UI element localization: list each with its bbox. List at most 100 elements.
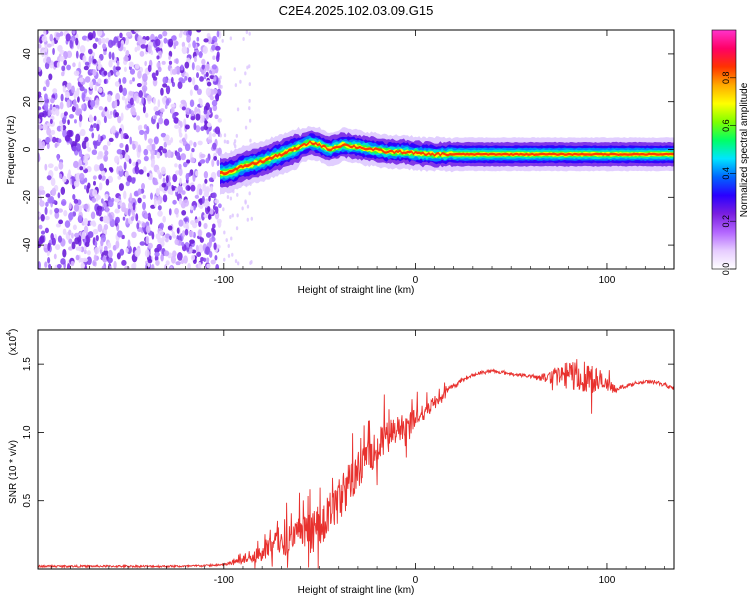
colorbar-tick-label: 0.4 [721, 167, 731, 180]
spectrogram-noise-speck [126, 104, 132, 109]
spectrogram-noise-speck [107, 249, 113, 258]
spectrogram-noise-speck [42, 57, 48, 64]
colorbar-frame [711, 29, 737, 270]
spectrogram-noise-speck [184, 143, 191, 152]
spectrogram-noise-speck [87, 99, 92, 109]
spectrogram-noise-speck [144, 212, 149, 220]
spectrogram-noise-speck [214, 45, 221, 51]
spectrogram-noise-speck [188, 43, 191, 48]
spectrogram-noise-speck [60, 93, 64, 102]
spectrogram-noise-speck [68, 246, 74, 251]
spectrogram-noise-speck [58, 161, 64, 170]
spectrogram-noise-speck [150, 192, 153, 200]
spectrogram-noise-speck [73, 198, 79, 204]
spectrogram-noise-speck [195, 244, 199, 253]
spectrogram-noise-speck [152, 180, 159, 186]
spectrogram-noise-speck [154, 255, 159, 262]
spectrogram-noise-speck [128, 158, 132, 165]
spectrogram-noise-speck [145, 112, 149, 118]
spectrogram-noise-speck [69, 40, 74, 49]
spectrogram-noise-speck [38, 140, 43, 148]
spectrogram-noise-speck [119, 154, 123, 160]
spectrogram-noise-speck [174, 207, 179, 215]
spectrogram-noise-speck [71, 85, 75, 94]
spectrogram-noise-speck [221, 38, 224, 43]
spectrogram-noise-speck [160, 253, 164, 262]
spectrogram-noise-speck [79, 172, 85, 181]
spectrogram-noise-speck [223, 133, 227, 138]
spectrogram-noise-speck [46, 43, 52, 48]
spectrogram-noise-speck [136, 82, 142, 88]
spectrogram-signal-layer [220, 140, 674, 176]
spectrogram-noise-speck [158, 117, 164, 125]
spectrogram-noise-speck [190, 254, 196, 261]
spectrogram-noise-speck [66, 64, 71, 71]
spectrogram-noise-speck [140, 39, 147, 45]
spectrogram-noise-speck [38, 124, 43, 130]
spectrogram-noise-speck [118, 165, 123, 172]
spectrogram-noise-speck [223, 257, 226, 262]
snr-y-tick-label: 1.0 [22, 425, 33, 439]
spectrogram-noise-speck [140, 44, 147, 49]
spectrogram-noise-speck [97, 134, 101, 143]
spectrogram-noise-speck [162, 177, 166, 184]
spectrogram-noise-speck [83, 65, 89, 71]
spectrogram-noise-speck [38, 106, 42, 111]
spectrogram-noise-speck [145, 35, 150, 41]
spectrogram-noise-speck [75, 50, 79, 59]
spectrogram-noise-speck [39, 196, 43, 203]
spectrogram-noise-speck [60, 124, 64, 132]
spectrogram-noise-speck [137, 197, 142, 204]
spectrogram-noise-speck [199, 76, 204, 82]
spectrogram-noise-speck [94, 85, 98, 92]
spectrogram-noise-speck [116, 148, 123, 155]
spectrogram-noise-speck [248, 82, 252, 87]
spectrogram-noise-speck [97, 223, 103, 233]
spectrogram-noise-speck [206, 257, 210, 264]
spectrogram-noise-speck [138, 90, 143, 98]
spectrogram-noise-speck [217, 147, 222, 157]
spectrogram-noise-speck [170, 255, 177, 264]
spectrogram-noise-speck [55, 108, 60, 117]
spectrogram-x-axis-label: Height of straight line (km) [298, 285, 415, 296]
spectrogram-noise-speck [166, 149, 172, 159]
spectrogram-noise-speck [157, 66, 162, 73]
spectrogram-noise-speck [38, 185, 45, 191]
spectrogram-y-axis: -40 -20 0 20 40 [22, 48, 674, 252]
spectrogram-noise-speck [64, 134, 71, 142]
spectrogram-noise-speck [102, 201, 107, 209]
spectrogram-noise-speck [186, 34, 191, 43]
spectrogram-noise-speck [170, 106, 175, 115]
spectrogram-noise-speck [74, 237, 80, 245]
spectrogram-noise-speck [157, 205, 162, 211]
spectrogram-noise-speck [184, 124, 190, 130]
spectrogram-noise-speck [208, 131, 212, 139]
spectrogram-noise-speck [160, 132, 167, 138]
spectrogram-noise-speck [122, 216, 126, 221]
spectrogram-noise-speck [75, 110, 81, 116]
spectrogram-noise-speck [180, 30, 183, 36]
spectrogram-noise-speck [61, 199, 67, 207]
spectrogram-noise-speck [190, 205, 194, 211]
spectrogram-noise-speck [196, 88, 202, 96]
spectrogram-noise-speck [171, 35, 177, 41]
spectrogram-noise-speck [231, 213, 234, 218]
spectrogram-noise-speck [248, 118, 252, 123]
spectrogram-noise-speck [55, 244, 61, 250]
spectrogram-noise-speck [80, 128, 86, 137]
spectrogram-noise-speck [218, 84, 222, 89]
spectrogram-noise-speck [108, 137, 114, 142]
spectrogram-noise-speck [80, 262, 86, 269]
spectrogram-noise-speck [128, 61, 134, 68]
spectrogram-noise-speck [196, 251, 202, 257]
spectrogram-noise-speck [87, 32, 94, 41]
spectrogram-noise-speck [86, 250, 91, 256]
spectrogram-noise-speck [157, 200, 161, 206]
spectrogram-noise-speck [72, 30, 76, 35]
spectrogram-noise-speck [212, 142, 217, 150]
spectrogram-noise-speck [250, 216, 253, 221]
spectrogram-noise-speck [83, 184, 87, 190]
spectrogram-noise-speck [203, 170, 209, 179]
spectrogram-noise-speck [81, 231, 86, 240]
